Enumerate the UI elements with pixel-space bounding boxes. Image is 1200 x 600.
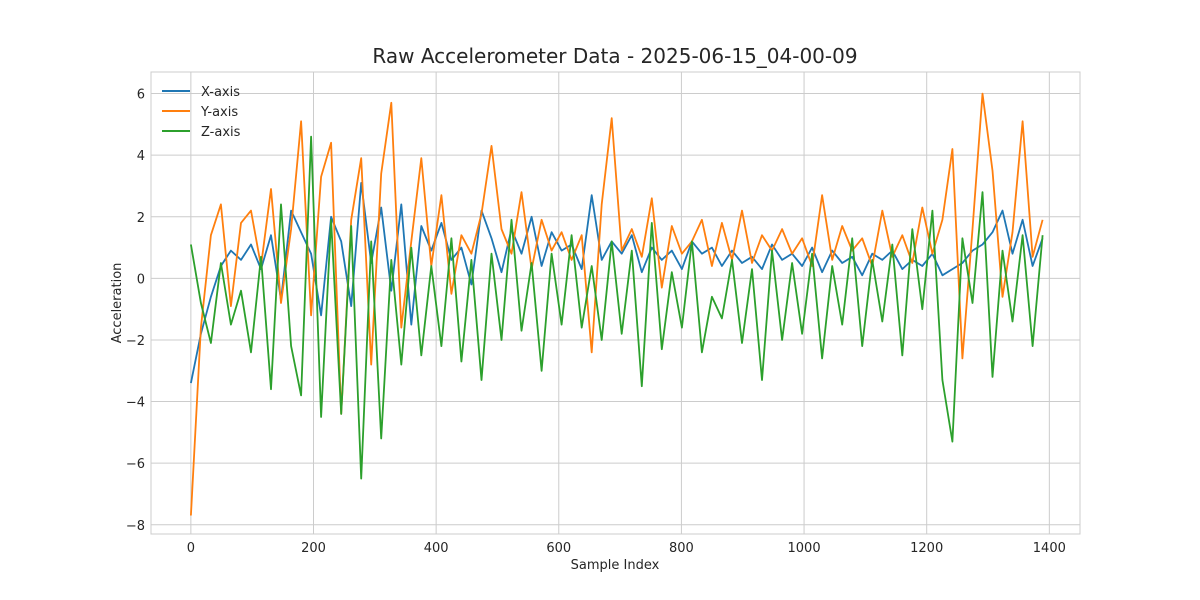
legend-label: Y-axis [200, 105, 238, 120]
y-axis-label: Acceleration [110, 263, 125, 344]
chart-title: Raw Accelerometer Data - 2025-06-15_04-0… [372, 44, 857, 68]
legend: X-axis Y-axis Z-axis [162, 85, 241, 140]
tick-labels: 0 200 400 600 800 1000 1200 1400 −8 −6 −4 −2 0 2 4 6 [126, 88, 1066, 556]
x-axis-label: Sample Index [571, 558, 660, 573]
x-tick-label: 400 [424, 541, 449, 556]
series-line-z-axis [190, 135, 1044, 480]
y-tick-label: 6 [137, 88, 145, 103]
series-lines [190, 92, 1044, 516]
x-tick-label: 800 [669, 541, 694, 556]
y-tick-label: −8 [126, 519, 145, 534]
y-tick-label: −2 [126, 334, 145, 349]
series-line-x-axis [190, 181, 1044, 384]
y-tick-label: 4 [137, 149, 145, 164]
plot-area [151, 72, 1080, 534]
plot-frame [150, 71, 1081, 535]
legend-label: Z-axis [201, 125, 241, 140]
x-tick-label: 1000 [788, 541, 821, 556]
y-tick-label: 0 [137, 272, 145, 287]
x-tick-label: 1400 [1033, 541, 1066, 556]
x-tick-label: 0 [187, 541, 195, 556]
y-tick-label: −6 [126, 457, 145, 472]
legend-label: X-axis [201, 85, 240, 100]
x-tick-label: 1200 [910, 541, 943, 556]
x-tick-label: 200 [301, 541, 326, 556]
y-tick-label: −4 [126, 396, 145, 411]
x-tick-label: 600 [546, 541, 571, 556]
series-line-y-axis [190, 92, 1044, 516]
y-tick-label: 2 [137, 211, 145, 226]
